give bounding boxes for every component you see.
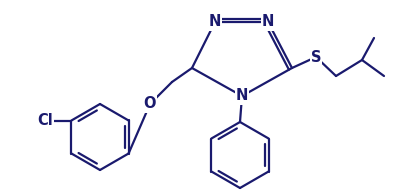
Text: Cl: Cl [37, 113, 53, 128]
Text: S: S [311, 50, 321, 64]
Text: N: N [236, 89, 248, 104]
Text: N: N [209, 14, 221, 29]
Text: N: N [262, 14, 274, 29]
Text: O: O [144, 97, 156, 112]
